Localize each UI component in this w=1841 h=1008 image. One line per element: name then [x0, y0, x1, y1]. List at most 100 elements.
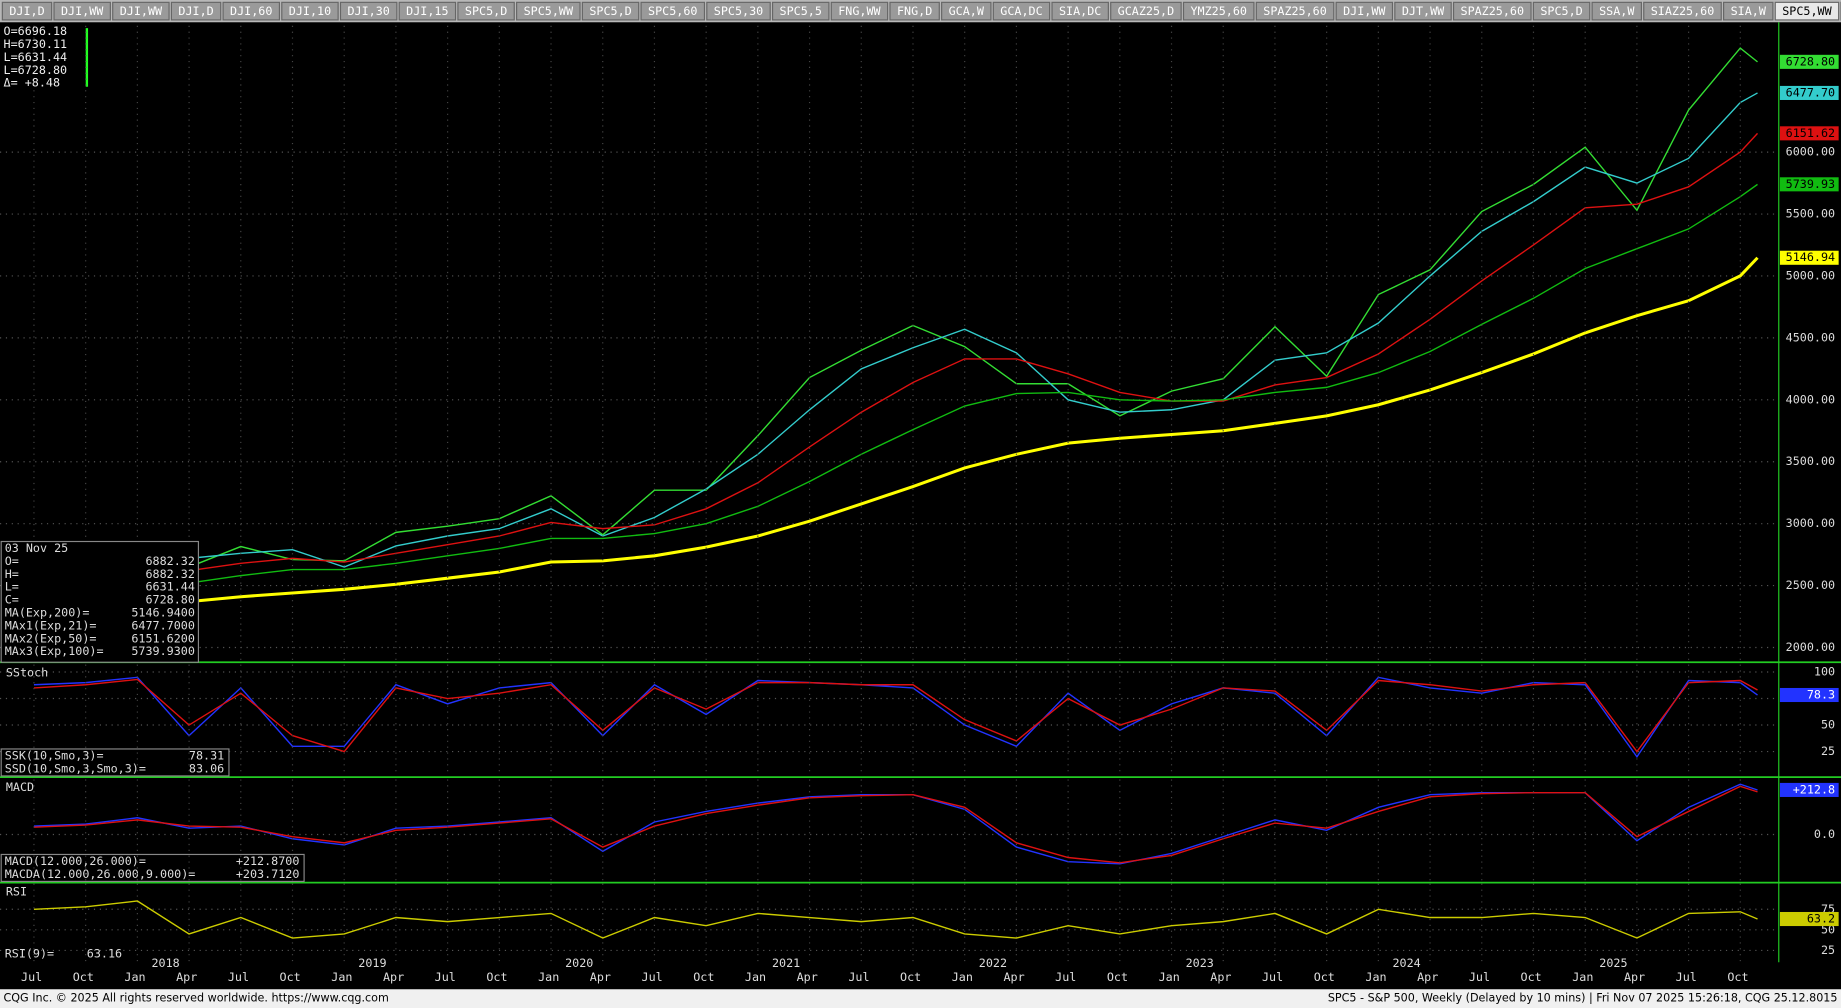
tab-label[interactable]: SPC5,D	[465, 4, 507, 18]
tab[interactable]	[771, 1, 830, 21]
tab[interactable]	[640, 1, 706, 21]
year-label: 2025	[1599, 956, 1627, 970]
tab-label[interactable]: SPAZ25,60	[1461, 4, 1525, 18]
tab[interactable]	[1774, 1, 1840, 21]
y-tick-label: 25	[1821, 943, 1835, 957]
tab-label[interactable]: SPC5,D	[589, 4, 631, 18]
tab-label[interactable]: SPC5,30	[714, 4, 763, 18]
x-tick-label: Jul	[21, 970, 42, 984]
y-tick-label: 6000.00	[1786, 145, 1835, 159]
x-tick-label: Oct	[280, 970, 301, 984]
series-line	[33, 132, 1759, 605]
tab[interactable]	[1335, 1, 1394, 21]
x-tick-label: Oct	[693, 970, 714, 984]
tab[interactable]	[281, 1, 339, 21]
x-tick-label: Apr	[797, 970, 818, 984]
year-label: 2023	[1186, 956, 1214, 970]
tab-label[interactable]: SPC5,WW	[524, 4, 574, 18]
tab-label[interactable]: GCA,DC	[1000, 4, 1042, 18]
value-tag	[1779, 687, 1839, 703]
data-window-value: 6728.80	[145, 593, 194, 607]
tab-label[interactable]: SPC5,WW	[1782, 4, 1832, 18]
readout-label: RSI(9)=	[5, 947, 54, 961]
x-tick-label: Apr	[1624, 970, 1645, 984]
tab-label[interactable]: GCA,W	[949, 4, 985, 18]
tab-label[interactable]: SPC5,D	[1540, 4, 1582, 18]
tab[interactable]	[706, 1, 771, 21]
tab-label[interactable]: SSA,W	[1599, 4, 1635, 18]
x-tick-label: Jul	[848, 970, 869, 984]
x-tick-label: Jul	[1469, 970, 1490, 984]
tab[interactable]	[1723, 1, 1774, 21]
tab[interactable]	[889, 1, 940, 21]
tab[interactable]	[222, 1, 281, 21]
readout-value: 63.16	[87, 947, 122, 961]
x-tick-label: Apr	[176, 970, 197, 984]
tab-label[interactable]: DJI,WW	[120, 4, 163, 18]
year-label: 2021	[772, 956, 800, 970]
x-tick-label: Jul	[642, 970, 663, 984]
footer-right: SPC5 - S&P 500, Weekly (Delayed by 10 mi…	[1328, 992, 1838, 1005]
time-axis	[0, 962, 1841, 990]
x-tick-label: Jul	[1055, 970, 1076, 984]
tab[interactable]	[1182, 1, 1255, 21]
tab[interactable]	[1591, 1, 1642, 21]
tab-label[interactable]: SPC5,5	[780, 4, 822, 18]
tab-label[interactable]: YMZ25,60	[1190, 4, 1247, 18]
tab[interactable]	[170, 1, 222, 21]
y-tick-label: 100	[1814, 665, 1835, 679]
tab-label[interactable]: FNG,WW	[838, 4, 881, 18]
data-window-label: L=	[5, 580, 19, 594]
x-tick-label: Oct	[1521, 970, 1542, 984]
readout-value: 83.06	[189, 761, 224, 775]
tab[interactable]	[1532, 1, 1591, 21]
tab-label[interactable]: DJI,D	[9, 4, 44, 18]
y-tick-label: 4000.00	[1786, 392, 1835, 406]
tab-label[interactable]: DJT,WW	[1402, 4, 1445, 18]
tab[interactable]	[1452, 1, 1532, 21]
year-label: 2018	[151, 956, 179, 970]
tab[interactable]	[1643, 1, 1722, 21]
tab-label[interactable]: SIA,W	[1731, 4, 1767, 18]
tab[interactable]	[516, 1, 581, 21]
tab-label[interactable]: DJI,60	[230, 4, 272, 18]
tab-label[interactable]: DJI,30	[347, 4, 389, 18]
value-tag-label: 63.2	[1807, 912, 1835, 926]
x-tick-label: Oct	[486, 970, 507, 984]
tab[interactable]	[457, 1, 515, 21]
tab-label[interactable]: DJI,15	[406, 4, 448, 18]
tab[interactable]	[1255, 1, 1335, 21]
tab[interactable]	[941, 1, 992, 21]
y-tick-label: 4500.00	[1786, 330, 1835, 344]
tab[interactable]	[992, 1, 1051, 21]
tab[interactable]	[339, 1, 398, 21]
tab-label[interactable]: SPC5,60	[648, 4, 697, 18]
tab-label[interactable]: SIAZ25,60	[1651, 4, 1715, 18]
readout-value: +203.7120	[236, 867, 300, 881]
tab-label[interactable]: DJI,WW	[61, 4, 104, 18]
tab[interactable]	[1394, 1, 1452, 21]
readout-box	[0, 748, 230, 777]
value-tag-label: +212.8	[1793, 782, 1835, 796]
panel-title: RSI	[6, 884, 27, 898]
tab[interactable]	[398, 1, 457, 21]
tab-label[interactable]: GCAZ25,D	[1118, 4, 1175, 18]
tab-label[interactable]: DJI,WW	[1343, 4, 1386, 18]
tab-label[interactable]: DJI,D	[178, 4, 213, 18]
tab[interactable]	[1051, 1, 1109, 21]
tab[interactable]	[830, 1, 889, 21]
tab[interactable]	[112, 1, 170, 21]
tab[interactable]	[53, 1, 111, 21]
series-line	[33, 678, 1758, 753]
value-tag	[1779, 782, 1839, 797]
readout-value: +212.8700	[236, 854, 300, 868]
tab[interactable]	[1110, 1, 1182, 21]
tab-label[interactable]: FNG,D	[897, 4, 932, 18]
tab-label[interactable]: DJI,10	[289, 4, 331, 18]
value-tag	[1779, 177, 1839, 192]
tab[interactable]	[1, 1, 53, 21]
year-label: 2024	[1392, 956, 1420, 970]
tab-label[interactable]: SPAZ25,60	[1263, 4, 1327, 18]
tab[interactable]	[581, 1, 640, 21]
tab-label[interactable]: SIA,DC	[1059, 4, 1101, 18]
